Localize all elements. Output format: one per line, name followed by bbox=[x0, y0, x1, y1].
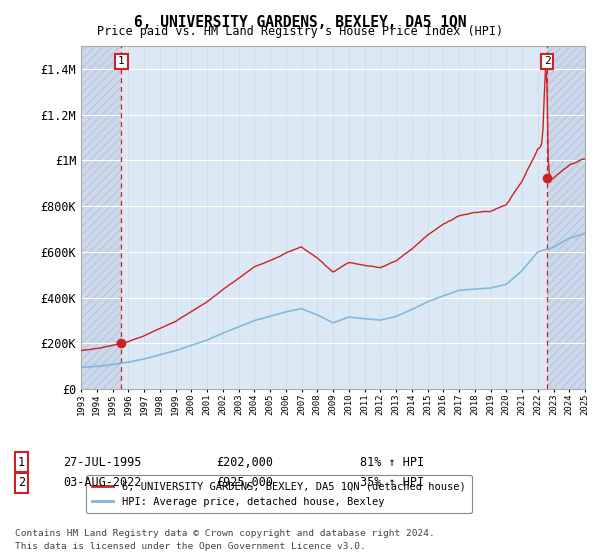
Text: 6, UNIVERSITY GARDENS, BEXLEY, DA5 1QN: 6, UNIVERSITY GARDENS, BEXLEY, DA5 1QN bbox=[134, 15, 466, 30]
Text: 81% ↑ HPI: 81% ↑ HPI bbox=[360, 455, 424, 469]
Text: 2: 2 bbox=[544, 57, 550, 67]
Legend: 6, UNIVERSITY GARDENS, BEXLEY, DA5 1QN (detached house), HPI: Average price, det: 6, UNIVERSITY GARDENS, BEXLEY, DA5 1QN (… bbox=[86, 475, 472, 513]
Text: 27-JUL-1995: 27-JUL-1995 bbox=[63, 455, 142, 469]
Text: 1: 1 bbox=[18, 455, 25, 469]
Text: £202,000: £202,000 bbox=[216, 455, 273, 469]
Text: 2: 2 bbox=[18, 476, 25, 489]
Text: 1: 1 bbox=[118, 57, 125, 67]
Bar bbox=[81, 46, 121, 389]
Text: Contains HM Land Registry data © Crown copyright and database right 2024.
This d: Contains HM Land Registry data © Crown c… bbox=[15, 529, 435, 550]
Text: Price paid vs. HM Land Registry's House Price Index (HPI): Price paid vs. HM Land Registry's House … bbox=[97, 25, 503, 38]
Text: £925,000: £925,000 bbox=[216, 476, 273, 489]
Bar bbox=[547, 46, 585, 389]
Text: 35% ↑ HPI: 35% ↑ HPI bbox=[360, 476, 424, 489]
Text: 03-AUG-2022: 03-AUG-2022 bbox=[63, 476, 142, 489]
